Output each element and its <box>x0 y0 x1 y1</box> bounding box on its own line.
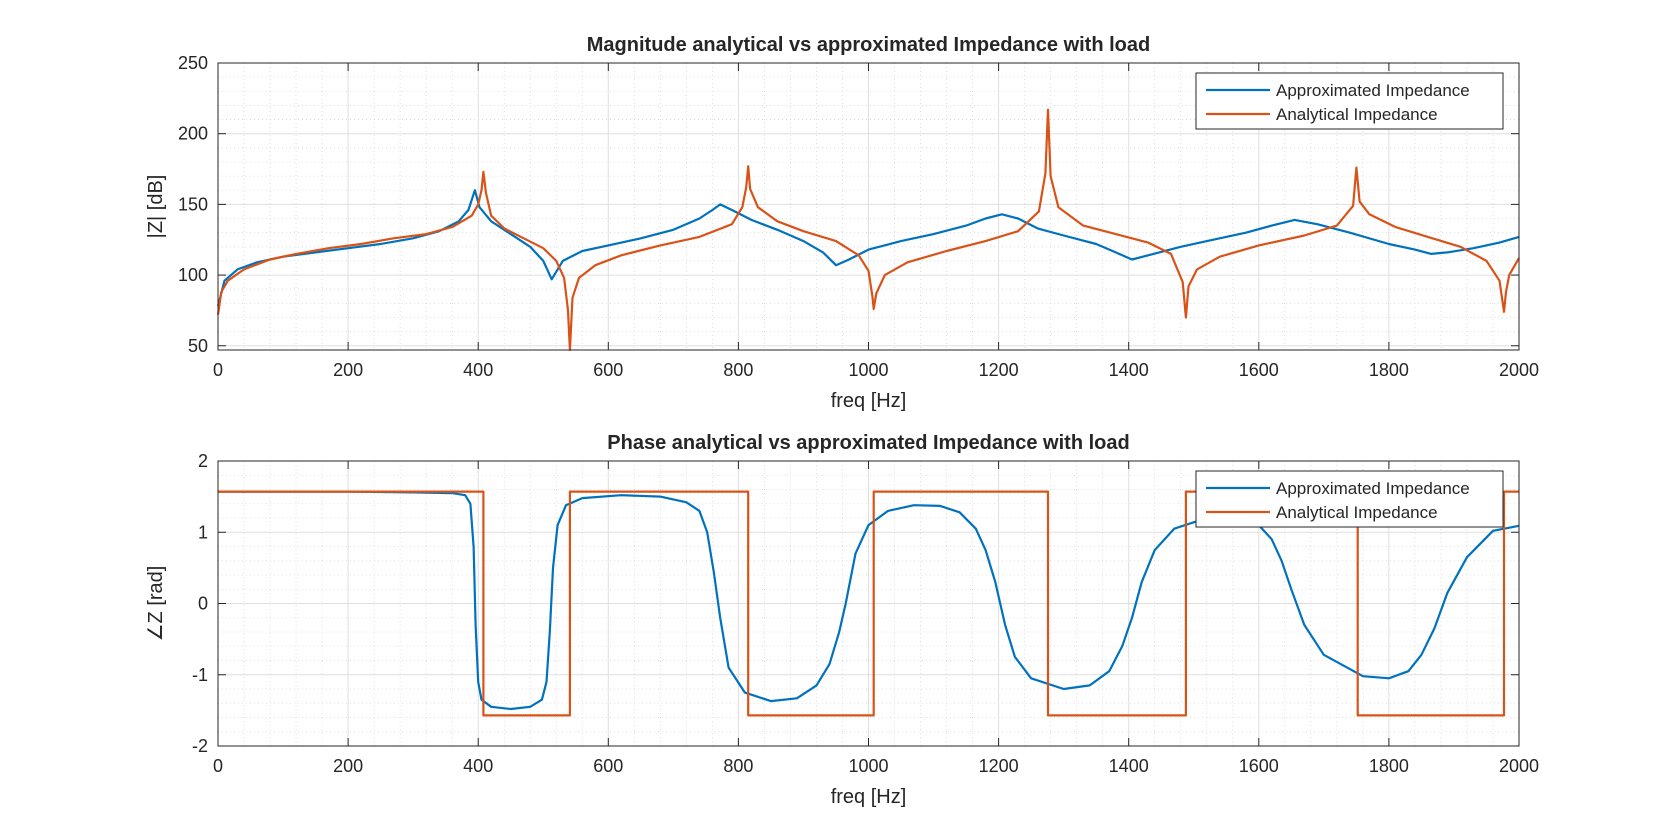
x-tick-label: 200 <box>333 756 363 776</box>
x-tick-label: 600 <box>593 756 623 776</box>
y-tick-label: 50 <box>188 336 208 356</box>
y-tick-label: 1 <box>198 522 208 542</box>
x-tick-label: 1400 <box>1109 360 1149 380</box>
x-axis-label: freq [Hz] <box>831 390 907 412</box>
legend-entry: Analytical Impedance <box>1276 503 1438 522</box>
x-tick-label: 1800 <box>1369 756 1409 776</box>
y-tick-label: 100 <box>178 265 208 285</box>
x-tick-label: 1800 <box>1369 360 1409 380</box>
y-tick-label: -1 <box>192 665 208 685</box>
y-tick-label: 150 <box>178 194 208 214</box>
x-tick-label: 600 <box>593 360 623 380</box>
series-line-approximated <box>218 490 1520 711</box>
x-tick-label: 1600 <box>1239 360 1279 380</box>
chart-2: 0 200 400 600 800 1000 1200 1400 1600 1800 2000 -2 -… <box>145 432 1539 808</box>
x-tick-label: 2000 <box>1499 360 1539 380</box>
x-axis-label: freq [Hz] <box>831 786 907 808</box>
x-tick-label: 800 <box>723 756 753 776</box>
series-line-analytical <box>218 490 1519 717</box>
y-axis-label: ∠Z [rad] <box>145 566 167 642</box>
x-tick-label: 200 <box>333 360 363 380</box>
x-tick-label: 1400 <box>1109 756 1149 776</box>
chart-title: Phase analytical vs approximated Impedan… <box>607 432 1129 454</box>
series-line-analytical <box>216 108 1520 352</box>
x-tick-label: 1200 <box>979 756 1019 776</box>
x-tick-label: 0 <box>213 360 223 380</box>
x-tick-label: 1000 <box>848 360 888 380</box>
x-tick-label: 400 <box>463 756 493 776</box>
legend: Approximated Impedance Analytical Impedan… <box>1195 72 1504 130</box>
legend-box <box>1195 72 1504 130</box>
x-tick-label: 400 <box>463 360 493 380</box>
y-axis-label: |Z| [dB] <box>145 175 167 239</box>
x-tick-label: 2000 <box>1499 756 1539 776</box>
y-tick-label: 2 <box>198 451 208 471</box>
legend: Approximated Impedance Analytical Impedan… <box>1195 470 1504 528</box>
y-tick-label: 0 <box>198 594 208 614</box>
legend-entry: Approximated Impedance <box>1276 81 1470 100</box>
chart-1: 0 200 400 600 800 1000 1200 1400 1600 1800 2000 50 1… <box>145 34 1539 412</box>
x-tick-label: 0 <box>213 756 223 776</box>
y-tick-label: -2 <box>192 736 208 756</box>
series-line-approximated <box>216 189 1520 307</box>
legend-entry: Analytical Impedance <box>1276 105 1438 124</box>
legend-box <box>1195 470 1504 528</box>
y-tick-label: 250 <box>178 53 208 73</box>
x-tick-label: 1200 <box>979 360 1019 380</box>
x-tick-label: 800 <box>723 360 753 380</box>
chart-title: Magnitude analytical vs approximated Imp… <box>587 34 1150 56</box>
y-tick-label: 200 <box>178 124 208 144</box>
legend-entry: Approximated Impedance <box>1276 479 1470 498</box>
x-tick-label: 1000 <box>848 756 888 776</box>
x-tick-label: 1600 <box>1239 756 1279 776</box>
